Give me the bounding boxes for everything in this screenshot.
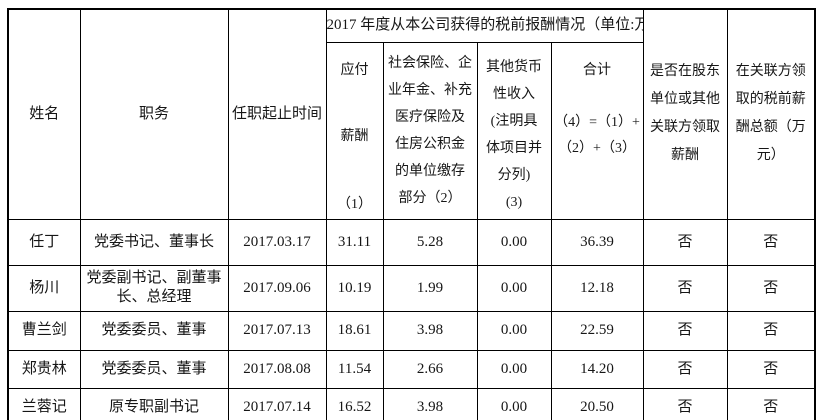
compensation-table: 姓名 职务 任职起止时间 2017 年度从本公司获得的税前报酬情况（单位:万元）… [7,8,817,420]
cell-payable: 31.11 [325,218,384,266]
cell-position: 党委副书记、副董事长、总经理 [79,264,229,312]
header-insurance-line1: 社会保险、企 [388,55,472,71]
table-row: 兰蓉记 原专职副书记 2017.07.14 16.52 3.98 0.00 20… [7,387,816,420]
header-insurance-fund: 社会保险、企 业年金、补充 医疗保险及 住房公积金 的单位缴存 部分（2） [382,41,478,220]
cell-related: 否 [642,349,728,389]
cell-insurance: 2.66 [382,349,478,389]
header-related-pay-line2: 单位或其他 [650,92,721,108]
header-related-pay: 是否在股东 单位或其他 关联方领取 薪酬 [642,8,728,220]
header-total: 合计 （4）=（1）+ （2）+（3） [550,41,644,220]
header-related-total-line2: 取的税前薪 [735,92,806,108]
cell-name: 任丁 [7,218,81,266]
cell-other: 0.00 [476,349,552,389]
header-total-formula: （4）=（1）+ （2）+（3） [554,110,640,162]
cell-related: 否 [642,264,728,312]
table-row: 郑贵林 党委委员、董事 2017.08.08 11.54 2.66 0.00 1… [7,349,816,389]
table-row: 杨川 党委副书记、副董事长、总经理 2017.09.06 10.19 1.99 … [7,264,816,312]
cell-payable: 10.19 [325,264,384,312]
cell-related-amount: 否 [726,349,816,389]
cell-term: 2017.07.14 [227,387,327,420]
cell-total: 12.18 [550,264,644,312]
cell-name: 曹兰剑 [7,310,81,351]
header-position: 职务 [79,8,229,220]
header-insurance-line4: 住房公积金 [395,136,465,152]
header-name: 姓名 [7,8,81,220]
header-insurance-line2: 业年金、补充 [388,82,472,98]
header-other-line1: 其他货币 [486,60,542,75]
header-other-income: 其他货币 性收入 (注明具 体项目并 分列) (3) [476,41,552,220]
cell-payable: 16.52 [325,387,384,420]
header-related-total-line1: 在关联方领 [735,64,806,80]
cell-related: 否 [642,310,728,351]
header-payable-stack: 应付 薪酬 （1） [327,43,382,218]
header-related-pay-line4: 薪酬 [671,148,700,164]
cell-related-amount: 否 [726,218,816,266]
header-related-pay-line3: 关联方领取 [650,120,721,136]
cell-term: 2017.07.13 [227,310,327,351]
header-other-line5: 分列) [497,168,531,183]
cell-payable: 18.61 [325,310,384,351]
header-insurance-line3: 医疗保险及 [395,109,465,125]
cell-insurance: 3.98 [382,387,478,420]
cell-total: 36.39 [550,218,644,266]
header-payable-salary: 应付 薪酬 （1） [325,41,384,220]
header-other-line2: 性收入 [493,87,535,102]
header-insurance-line6: 部分（2） [398,190,462,206]
header-other-number: (3) [505,195,523,210]
header-other-wrap: 其他货币 性收入 (注明具 体项目并 分列) (3) [478,48,550,213]
table-row: 任丁 党委书记、董事长 2017.03.17 31.11 5.28 0.00 3… [7,218,816,266]
header-row-top: 姓名 职务 任职起止时间 2017 年度从本公司获得的税前报酬情况（单位:万元）… [7,8,816,220]
cell-insurance: 3.98 [382,310,478,351]
cell-position: 原专职副书记 [79,387,229,420]
header-term: 任职起止时间 [227,8,327,220]
cell-name: 郑贵林 [7,349,81,389]
cell-insurance: 5.28 [382,218,478,266]
header-salary-group-title: 2017 年度从本公司获得的税前报酬情况（单位:万元） [325,8,644,43]
cell-other: 0.00 [476,387,552,420]
table-row: 曹兰剑 党委委员、董事 2017.07.13 18.61 3.98 0.00 2… [7,310,816,351]
header-related-pay-line1: 是否在股东 [650,64,721,80]
header-related-total-line3: 酬总额（万 [735,120,806,136]
header-payable-line1: 应付 [340,62,369,78]
header-payable-line2: 薪酬 [340,128,369,144]
cell-related-amount: 否 [726,387,816,420]
header-insurance-line5: 的单位缴存 [395,163,465,179]
cell-name: 兰蓉记 [7,387,81,420]
cell-position: 党委书记、董事长 [79,218,229,266]
header-row-sub: 应付 薪酬 （1） 社会保险、企 业年金、补充 医疗保险及 住房公积金 的单位缴… [8,41,815,220]
header-total-formula-line1: （4）=（1）+ [554,115,640,130]
header-payable-line3: （1） [337,196,372,212]
cell-term: 2017.03.17 [227,218,327,266]
header-total-title: 合计 [583,63,612,78]
cell-total: 14.20 [550,349,644,389]
cell-insurance: 1.99 [382,264,478,312]
cell-total: 20.50 [550,387,644,420]
cell-other: 0.00 [476,310,552,351]
cell-name: 杨川 [7,264,81,312]
header-total-formula-line2: （2）+（3） [558,141,636,156]
header-other-line3: (注明具 [490,114,538,129]
cell-related-amount: 否 [726,264,816,312]
cell-term: 2017.09.06 [227,264,327,312]
cell-related: 否 [642,218,728,266]
header-related-total: 在关联方领 取的税前薪 酬总额（万 元） [726,8,816,220]
cell-position: 党委委员、董事 [79,310,229,351]
cell-other: 0.00 [476,218,552,266]
cell-total: 22.59 [550,310,644,351]
cell-other: 0.00 [476,264,552,312]
cell-related: 否 [642,387,728,420]
header-other-line4: 体项目并 [486,141,542,156]
cell-term: 2017.08.08 [227,349,327,389]
cell-payable: 11.54 [325,349,384,389]
cell-related-amount: 否 [726,310,816,351]
cell-position: 党委委员、董事 [79,349,229,389]
header-other-main: 其他货币 性收入 (注明具 体项目并 分列) [486,54,542,189]
header-related-total-line4: 元） [756,148,785,164]
header-total-wrap: 合计 （4）=（1）+ （2）+（3） [552,48,642,213]
